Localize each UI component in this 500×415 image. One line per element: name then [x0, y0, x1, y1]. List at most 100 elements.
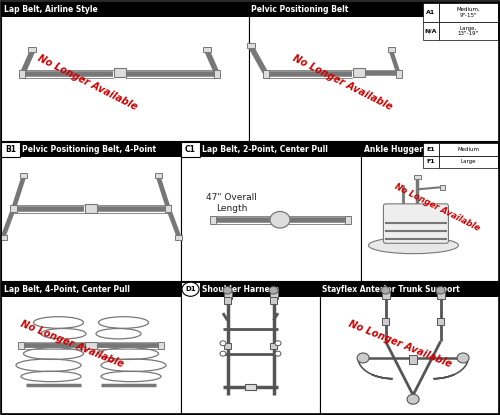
Bar: [320, 282, 499, 297]
Bar: [436, 288, 444, 299]
Bar: [114, 68, 126, 77]
Text: Lap Belt, 4-Point, Center Pull: Lap Belt, 4-Point, Center Pull: [4, 285, 130, 294]
Bar: [1, 142, 20, 157]
Bar: [422, 143, 438, 156]
Bar: [361, 142, 499, 157]
Text: Large,
13"-19": Large, 13"-19": [458, 25, 478, 37]
Text: C1: C1: [185, 145, 196, 154]
Bar: [270, 343, 277, 349]
Bar: [409, 355, 417, 364]
Bar: [438, 3, 498, 22]
Text: Medium,
9"-15": Medium, 9"-15": [456, 7, 480, 18]
Bar: [224, 297, 231, 304]
Text: Shoulder Harness: Shoulder Harness: [202, 285, 279, 294]
Bar: [1, 2, 248, 17]
Bar: [263, 71, 269, 78]
Bar: [210, 216, 216, 224]
Bar: [214, 71, 220, 78]
Circle shape: [457, 353, 469, 363]
Circle shape: [381, 287, 390, 294]
Circle shape: [436, 287, 445, 294]
Bar: [438, 143, 498, 156]
Text: No Longer Available: No Longer Available: [36, 54, 139, 112]
Bar: [200, 282, 320, 297]
Bar: [388, 47, 394, 52]
Bar: [440, 185, 445, 190]
Bar: [155, 173, 162, 178]
Bar: [166, 205, 172, 212]
Bar: [422, 156, 438, 168]
Bar: [396, 71, 402, 78]
Bar: [270, 288, 278, 299]
Bar: [181, 282, 320, 414]
Bar: [18, 342, 24, 349]
Text: E1: E1: [426, 147, 435, 152]
Text: Large: Large: [460, 159, 476, 164]
Bar: [437, 318, 444, 325]
Text: Lap Belt, 2-Point, Center Pull: Lap Belt, 2-Point, Center Pull: [202, 145, 328, 154]
Text: A1: A1: [426, 10, 435, 15]
Bar: [382, 318, 389, 325]
Bar: [438, 156, 498, 168]
Bar: [438, 22, 498, 40]
Circle shape: [220, 341, 226, 346]
Text: No Longer Available: No Longer Available: [291, 54, 394, 112]
Circle shape: [407, 394, 419, 404]
Bar: [20, 173, 27, 178]
Bar: [158, 342, 164, 349]
Bar: [20, 71, 26, 78]
Bar: [224, 343, 231, 349]
Bar: [1, 142, 181, 281]
Text: D1: D1: [185, 286, 196, 292]
Bar: [1, 2, 248, 141]
Bar: [175, 235, 182, 240]
Bar: [224, 288, 232, 299]
Text: No Longer Available: No Longer Available: [394, 182, 482, 233]
Text: Pelvic Positioning Belt: Pelvic Positioning Belt: [251, 5, 348, 14]
Bar: [344, 216, 350, 224]
FancyBboxPatch shape: [384, 204, 448, 243]
Circle shape: [220, 351, 226, 356]
Bar: [204, 47, 212, 52]
Bar: [270, 297, 277, 304]
Bar: [85, 204, 97, 213]
Bar: [247, 43, 255, 48]
Bar: [382, 288, 390, 299]
Bar: [20, 142, 181, 157]
Circle shape: [223, 287, 232, 294]
Bar: [85, 342, 97, 349]
Circle shape: [357, 353, 369, 363]
Text: Ankle Hugger: Ankle Hugger: [364, 145, 422, 154]
Bar: [422, 3, 438, 22]
Text: Medium: Medium: [457, 147, 479, 152]
Text: Pelvic Positioning Belt, 4-Point: Pelvic Positioning Belt, 4-Point: [22, 145, 156, 154]
Bar: [1, 282, 181, 414]
Bar: [28, 47, 36, 52]
Bar: [0, 235, 8, 240]
Text: 47" Overall
Length: 47" Overall Length: [206, 193, 257, 213]
Bar: [422, 22, 438, 40]
Circle shape: [269, 287, 278, 294]
Bar: [361, 142, 499, 281]
Bar: [200, 142, 361, 157]
Bar: [181, 142, 200, 157]
Circle shape: [270, 212, 290, 228]
Circle shape: [182, 282, 199, 296]
Text: Lap Belt, Airline Style: Lap Belt, Airline Style: [4, 5, 97, 14]
Bar: [10, 205, 16, 212]
Text: F1: F1: [426, 159, 435, 164]
Bar: [245, 383, 256, 390]
Ellipse shape: [368, 237, 458, 254]
Bar: [181, 142, 361, 281]
Bar: [248, 2, 499, 17]
Bar: [414, 175, 421, 179]
Circle shape: [275, 351, 281, 356]
Text: B1: B1: [5, 145, 16, 154]
Circle shape: [275, 341, 281, 346]
Text: No Longer Available: No Longer Available: [347, 319, 453, 370]
Text: N/A: N/A: [424, 28, 437, 34]
Text: Stayflex Anterior Trunk Support: Stayflex Anterior Trunk Support: [322, 285, 460, 294]
Bar: [352, 68, 364, 77]
Bar: [320, 282, 499, 414]
Bar: [1, 282, 181, 297]
